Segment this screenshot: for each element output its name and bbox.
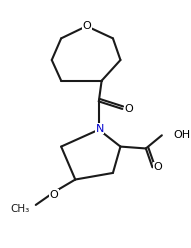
Text: N: N	[96, 124, 104, 134]
Text: O: O	[154, 162, 163, 172]
Text: OH: OH	[173, 130, 190, 140]
Text: O: O	[82, 21, 91, 31]
Text: O: O	[125, 104, 133, 114]
Text: O: O	[49, 189, 58, 200]
Text: CH₃: CH₃	[11, 204, 30, 214]
